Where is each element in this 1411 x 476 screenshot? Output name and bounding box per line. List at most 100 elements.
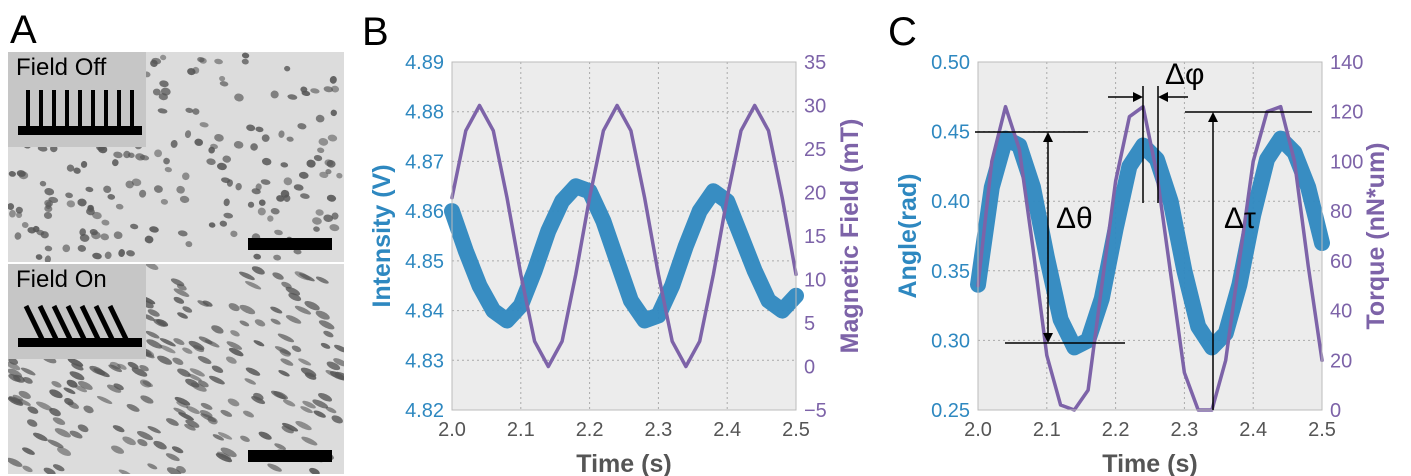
pillar-blob xyxy=(320,342,331,349)
y-right-tick-label: 120 xyxy=(1330,102,1363,124)
pillar-blob xyxy=(27,406,39,414)
pillar-blob xyxy=(136,430,154,441)
pillar-blob xyxy=(67,357,84,367)
pillar-blob xyxy=(206,158,216,165)
pillar-blob xyxy=(39,180,47,187)
pillar-blob xyxy=(325,406,337,414)
pillar-blob xyxy=(130,223,139,230)
pillar-blob xyxy=(112,425,125,433)
pillar-blob xyxy=(281,425,294,434)
pillar-blob xyxy=(280,162,289,168)
y-right-tick-label: 80 xyxy=(1330,201,1352,223)
plot-area xyxy=(978,62,1322,410)
pillar-blob xyxy=(214,133,224,142)
pillar-blob xyxy=(165,453,180,462)
pillar-blob xyxy=(21,222,29,228)
pillar-blob xyxy=(101,219,110,226)
pillar-blob xyxy=(216,162,227,171)
x-tick-label: 2.0 xyxy=(964,419,992,441)
pillar-blob xyxy=(146,339,163,349)
pillar-blob xyxy=(115,203,124,210)
pillar-blob xyxy=(57,447,72,456)
y-left-axis-label: Intensity (V) xyxy=(368,164,396,307)
pillar-blob xyxy=(225,356,237,364)
pillar-blob xyxy=(152,88,161,96)
pillar-blob xyxy=(160,54,167,61)
y-right-tick-label: 15 xyxy=(804,226,826,248)
pillar-blob xyxy=(177,230,188,237)
pillar-blob xyxy=(228,303,240,312)
pillar-blob xyxy=(176,283,187,291)
pillar-blob xyxy=(79,228,87,236)
series-line-right xyxy=(450,103,798,369)
pillar-blob xyxy=(100,233,110,241)
pillar-blob xyxy=(86,207,95,216)
pillar-blob xyxy=(223,198,230,207)
series-line-left xyxy=(444,178,804,329)
arrowhead-up xyxy=(1043,132,1053,142)
pillar-blob xyxy=(214,58,223,65)
pillar-blob xyxy=(79,234,90,242)
y-right-tick-label: 40 xyxy=(1330,301,1352,323)
pillar-blob xyxy=(323,86,334,93)
pillar-blob xyxy=(329,224,340,232)
pillar-blob xyxy=(219,75,226,82)
pillar-blob xyxy=(318,138,329,146)
pillar-blob xyxy=(230,230,238,238)
pillar-blob xyxy=(145,330,160,339)
micrograph-field-on: Field On xyxy=(8,264,344,474)
pillar-blob xyxy=(277,333,295,343)
pillar-blob xyxy=(54,428,71,438)
pillar-blob xyxy=(153,440,167,450)
y-right-tick-label: 60 xyxy=(1330,251,1352,273)
pillar-blob xyxy=(147,463,158,470)
field-off-label: Field Off xyxy=(16,54,107,81)
pillar-blob xyxy=(272,272,284,280)
pillar-blob xyxy=(160,198,168,205)
pillar-blob xyxy=(185,241,193,248)
pillar-blob xyxy=(331,212,339,220)
y-left-tick-label: 4.82 xyxy=(405,400,444,422)
pillar-blob xyxy=(92,211,102,220)
pillar-blob xyxy=(8,457,23,467)
pillar-blob xyxy=(267,463,282,472)
y-left-tick-label: 4.88 xyxy=(405,102,444,124)
pillar-blob xyxy=(283,194,291,202)
pillar-blob xyxy=(126,250,135,257)
pillar-blob xyxy=(178,412,194,421)
y-right-tick-label: 10 xyxy=(804,270,826,292)
pillar-blob xyxy=(173,288,190,297)
pillar-blob xyxy=(139,189,147,198)
pillar-blob xyxy=(270,306,283,314)
pillar-blob xyxy=(45,201,52,210)
pillar-blob xyxy=(44,187,55,196)
y-left-tick-label: 4.83 xyxy=(405,350,444,372)
pillar-blob xyxy=(66,164,75,172)
pillar-blob xyxy=(199,57,207,64)
y-right-tick-label: 0 xyxy=(804,357,815,379)
pillar-blob xyxy=(329,371,344,380)
x-tick-label: 2.1 xyxy=(507,419,535,441)
pillar-blob xyxy=(240,435,250,443)
pillar-blob xyxy=(35,254,43,260)
panel-a-letter: A xyxy=(10,8,37,52)
pillar-blob xyxy=(233,141,244,149)
y-left-tick-label: 0.45 xyxy=(931,122,970,144)
pillar-blob xyxy=(20,367,36,376)
upright-pillars-icon xyxy=(18,90,142,135)
pillar-blob xyxy=(202,300,213,307)
pillar-blob xyxy=(16,170,26,177)
pillar-blob xyxy=(325,169,332,175)
pillar-blob xyxy=(300,193,310,199)
pillar-blob xyxy=(245,367,261,376)
pillar-blob xyxy=(247,201,255,208)
pillar-blob xyxy=(126,404,140,412)
pillar-blob xyxy=(159,338,176,347)
pillar-blob xyxy=(37,145,48,152)
pillar-blob xyxy=(279,349,291,357)
pillar-blob xyxy=(226,341,243,350)
pillar-blob xyxy=(235,182,242,191)
pillar-blob xyxy=(173,407,186,415)
pillar-blob xyxy=(184,130,192,139)
pillar-blob xyxy=(211,325,224,334)
